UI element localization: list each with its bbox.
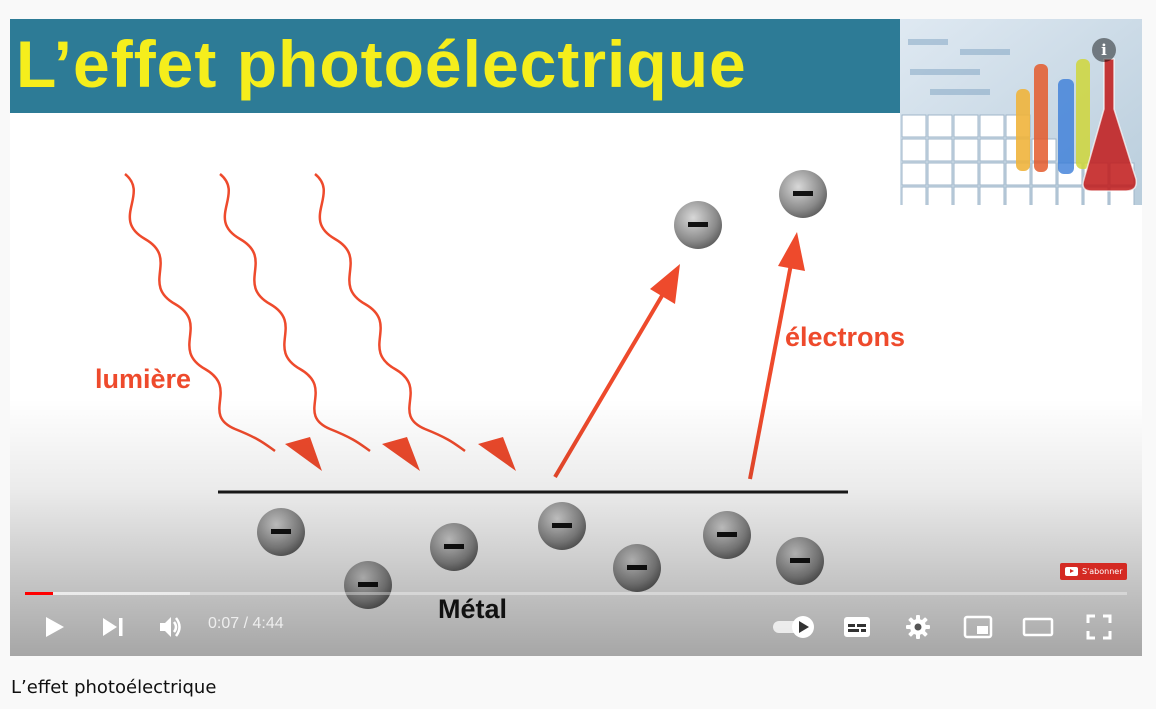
- progress-bar[interactable]: [25, 592, 1127, 595]
- subtitles-icon[interactable]: [843, 614, 871, 640]
- fullscreen-icon[interactable]: [1085, 613, 1113, 641]
- video-player[interactable]: L’effet photoélectrique i: [10, 19, 1142, 656]
- electrons-label: électrons: [785, 322, 906, 352]
- volume-icon[interactable]: [158, 614, 184, 640]
- time-display: 0:07 / 4:44: [208, 615, 284, 632]
- electron: [613, 544, 661, 592]
- progress-loaded: [25, 592, 191, 595]
- video-title: L’effet photoélectrique: [11, 677, 217, 698]
- electron: [430, 523, 478, 571]
- electron: [779, 170, 827, 218]
- controls-gradient: [10, 399, 1142, 656]
- electrons: [257, 170, 827, 609]
- autoplay-toggle-icon[interactable]: [771, 615, 819, 639]
- play-icon[interactable]: [43, 615, 67, 639]
- light-wave: [314, 173, 466, 453]
- light-arrowhead: [382, 437, 420, 471]
- metal-label: Métal: [438, 594, 508, 624]
- info-icon[interactable]: i: [1092, 38, 1116, 62]
- light-label: lumière: [95, 364, 192, 394]
- electron: [776, 537, 824, 585]
- progress-played: [25, 592, 53, 595]
- electron-arrow: [748, 258, 794, 480]
- light-arrowhead: [285, 437, 322, 471]
- youtube-logo-icon: [1065, 567, 1078, 576]
- photoelectric-diagram: [124, 170, 848, 609]
- subscribe-watermark-button[interactable]: S'abonner: [1060, 563, 1127, 580]
- electron: [674, 201, 722, 249]
- subscribe-label: S'abonner: [1082, 567, 1123, 576]
- electron: [538, 502, 586, 550]
- light-wave: [219, 173, 371, 453]
- electron-arrow: [553, 287, 668, 479]
- light-waves: [124, 173, 466, 453]
- light-arrowhead: [478, 437, 516, 471]
- electron: [257, 508, 305, 556]
- next-icon[interactable]: [101, 615, 125, 639]
- settings-icon[interactable]: [905, 614, 931, 640]
- light-wave: [124, 173, 276, 453]
- banner-title: L’effet photoélectrique: [16, 27, 747, 101]
- periodic-table-thumbnail[interactable]: [900, 19, 1142, 205]
- electron: [703, 511, 751, 559]
- title-banner: L’effet photoélectrique: [10, 19, 900, 113]
- theater-mode-icon[interactable]: [1022, 614, 1054, 640]
- electron: [344, 561, 392, 609]
- miniplayer-icon[interactable]: [963, 614, 993, 640]
